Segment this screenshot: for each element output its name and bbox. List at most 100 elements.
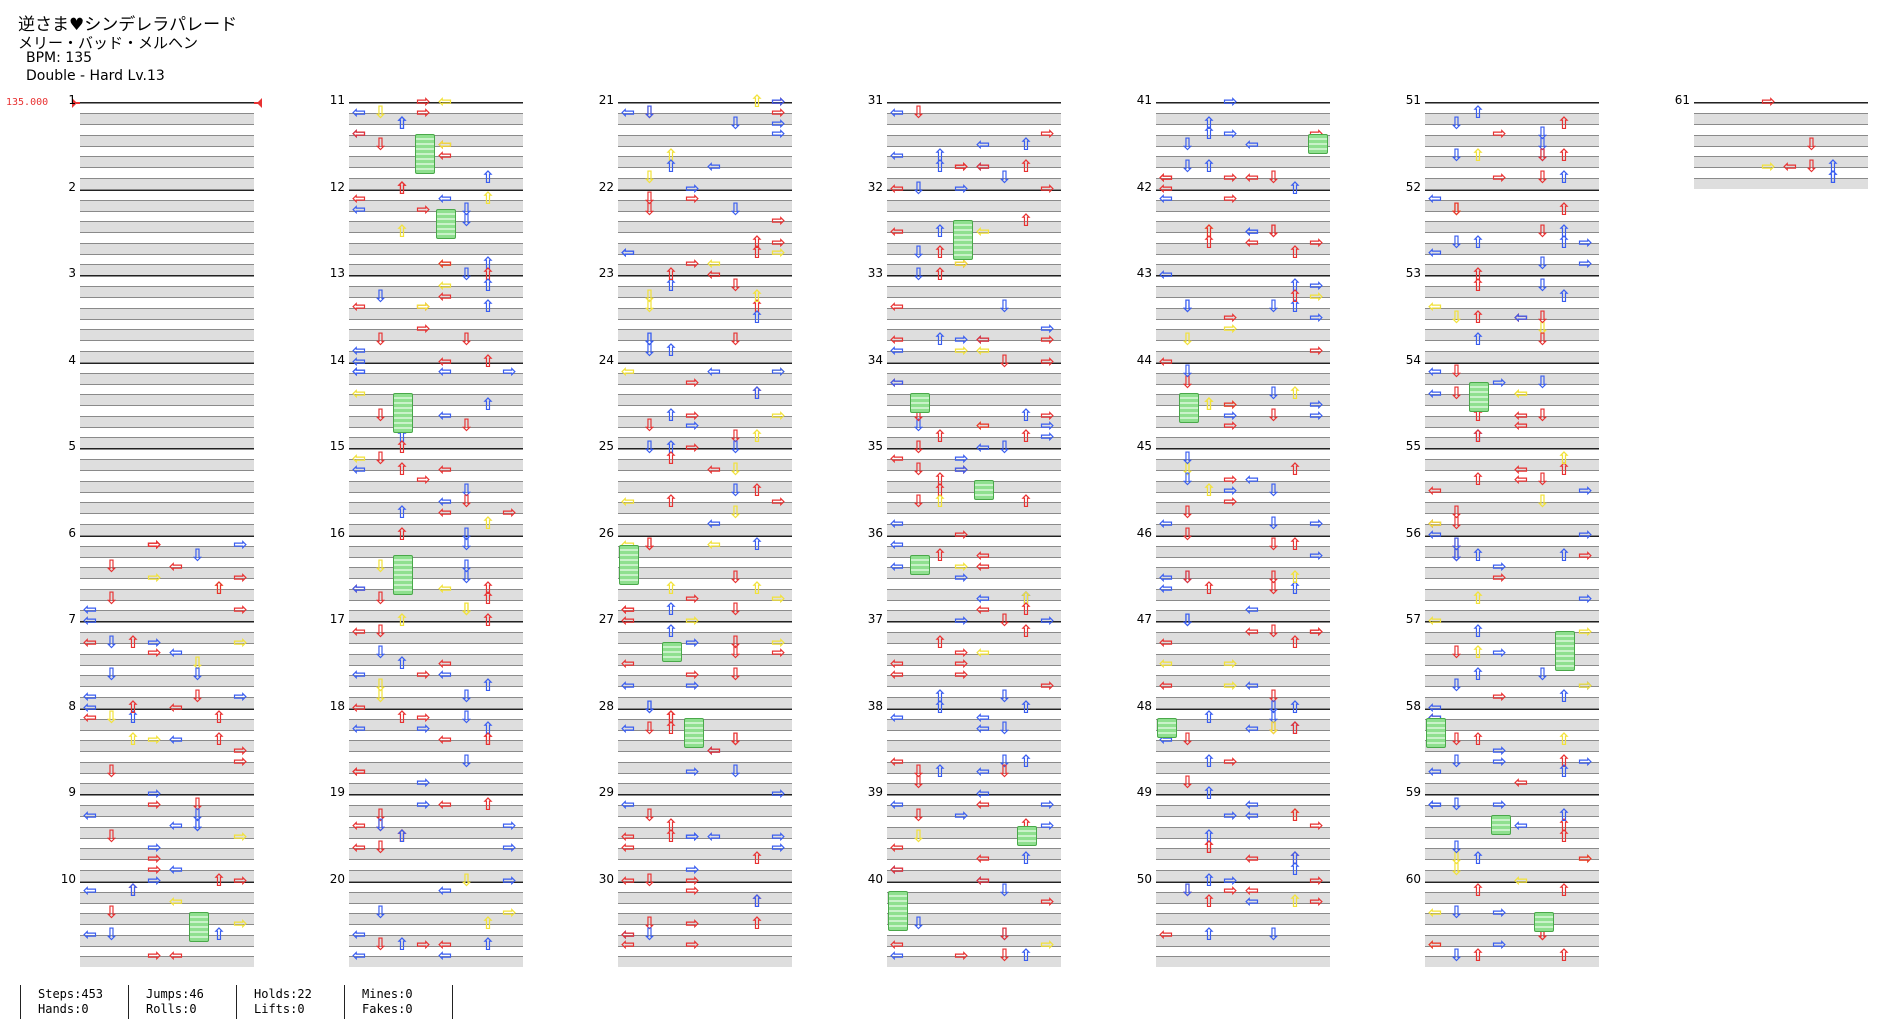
arrow-note-d-icon: ⇩ — [373, 286, 388, 307]
arrow-note-u-icon: ⇧ — [1201, 156, 1217, 177]
arrow-note-l-icon: ⇦ — [437, 254, 453, 275]
arrow-note-d-icon: ⇩ — [911, 265, 926, 285]
arrow-note-d-icon: ⇩ — [190, 805, 205, 826]
arrow-note-r-icon: ⇨ — [1492, 643, 1507, 664]
beat-band — [80, 426, 254, 428]
arrow-note-r-icon: ⇨ — [771, 124, 786, 145]
arrow-note-u-icon: ⇧ — [1201, 870, 1217, 891]
arrow-note-l-icon: ⇦ — [889, 329, 905, 350]
arrow-note-r-icon: ⇨ — [771, 838, 786, 858]
arrow-note-d-icon: ⇩ — [642, 535, 657, 556]
arrow-note-u-icon: ⇧ — [125, 697, 141, 718]
beat-band — [618, 405, 792, 407]
arrow-note-r-icon: ⇨ — [1309, 546, 1324, 567]
arrow-note-l-icon: ⇦ — [82, 611, 98, 631]
beat-band — [80, 708, 254, 710]
arrow-note-l-icon: ⇦ — [82, 632, 98, 653]
arrow-note-d-icon: ⇩ — [190, 686, 205, 707]
arrow-note-d-icon: ⇩ — [997, 611, 1012, 631]
beat-line — [80, 858, 254, 860]
measure: 38 — [859, 699, 1069, 795]
arrow-note-d-icon: ⇩ — [373, 135, 388, 156]
arrow-note-d-icon: ⇩ — [728, 729, 743, 750]
beat-band — [80, 394, 254, 406]
measure-number: 19 — [329, 785, 345, 799]
beat-band — [80, 664, 254, 666]
beat-band — [1425, 286, 1599, 297]
beat-band — [618, 491, 792, 493]
arrow-note-u-icon: ⇧ — [1556, 113, 1572, 134]
measure: 36 — [859, 526, 1069, 622]
beat-band — [1425, 145, 1599, 147]
arrow-note-l-icon: ⇦ — [706, 254, 722, 275]
beat-line — [1425, 123, 1599, 125]
arrow-note-u-icon: ⇧ — [1018, 589, 1034, 610]
arrow-note-u-icon: ⇧ — [1201, 708, 1217, 729]
beat-band — [1694, 145, 1868, 147]
arrow-note-r-icon: ⇨ — [1223, 124, 1238, 145]
arrow-note-r-icon: ⇨ — [685, 881, 700, 902]
beat-band — [887, 934, 1061, 946]
arrow-note-d-icon: ⇩ — [997, 881, 1012, 902]
arrow-note-l-icon: ⇦ — [975, 556, 991, 577]
beat-line — [1156, 296, 1330, 298]
arrow-note-l-icon: ⇦ — [1244, 621, 1260, 642]
arrow-note-d-icon: ⇩ — [373, 329, 388, 350]
beat-line — [1156, 469, 1330, 471]
arrow-note-d-icon: ⇩ — [997, 438, 1012, 458]
beat-band — [1156, 502, 1330, 514]
arrow-note-l-icon: ⇦ — [1158, 265, 1174, 285]
arrow-note-r-icon: ⇨ — [233, 913, 248, 934]
beat-band — [887, 794, 1061, 796]
beat-band — [1425, 783, 1599, 795]
beat-band — [1156, 372, 1330, 384]
arrow-note-l-icon: ⇦ — [82, 686, 98, 707]
beat-band — [349, 783, 523, 795]
arrow-note-u-icon: ⇧ — [1287, 297, 1303, 318]
arrow-note-d-icon: ⇩ — [997, 946, 1012, 967]
beat-line — [80, 512, 254, 514]
arrow-note-r-icon: ⇨ — [1223, 805, 1238, 826]
beat-line — [1425, 339, 1599, 341]
arrow-note-d-icon: ⇩ — [1449, 751, 1464, 772]
arrow-note-r-icon: ⇨ — [1223, 675, 1238, 696]
arrow-note-d-icon: ⇩ — [459, 870, 474, 891]
measure: 2 — [52, 180, 262, 276]
arrow-note-u-icon: ⇧ — [1556, 459, 1572, 480]
beat-band — [618, 415, 792, 427]
arrow-note-u-icon: ⇧ — [749, 848, 765, 869]
arrow-note-l-icon: ⇦ — [620, 600, 636, 621]
beat-band — [887, 124, 1061, 126]
arrow-note-r-icon: ⇨ — [954, 329, 969, 350]
arrow-note-d-icon: ⇩ — [642, 416, 657, 437]
beat-band — [1156, 718, 1330, 730]
beat-band — [1156, 664, 1330, 666]
beat-band — [80, 891, 254, 903]
beat-band — [80, 588, 254, 600]
arrow-note-d-icon: ⇩ — [1266, 719, 1281, 740]
beat-band — [1425, 242, 1599, 254]
arrow-note-r-icon: ⇨ — [1309, 232, 1324, 253]
arrow-note-u-icon: ⇧ — [663, 719, 679, 740]
beat-band — [349, 621, 523, 623]
beat-line — [349, 512, 523, 514]
beat-band — [349, 415, 523, 427]
arrow-note-u-icon: ⇧ — [1470, 946, 1486, 967]
beat-band — [887, 761, 1061, 773]
measure-number: 56 — [1405, 525, 1421, 540]
measure-number: 1 — [68, 93, 76, 107]
arrow-note-l-icon: ⇦ — [975, 600, 991, 621]
beat-band — [618, 372, 792, 384]
arrow-note-r-icon: ⇨ — [502, 362, 517, 383]
beat-band — [1156, 286, 1330, 297]
beat-band — [618, 696, 792, 708]
arrow-note-d-icon: ⇩ — [642, 697, 657, 718]
arrow-note-u-icon: ⇧ — [1201, 221, 1217, 242]
beat-band — [887, 350, 1061, 362]
arrow-note-l-icon: ⇦ — [1158, 513, 1174, 534]
beat-line — [80, 426, 254, 428]
beat-band — [1425, 102, 1599, 104]
arrow-note-r-icon: ⇨ — [1223, 405, 1238, 426]
measure-number: 17 — [329, 612, 345, 626]
beat-band — [80, 102, 254, 104]
